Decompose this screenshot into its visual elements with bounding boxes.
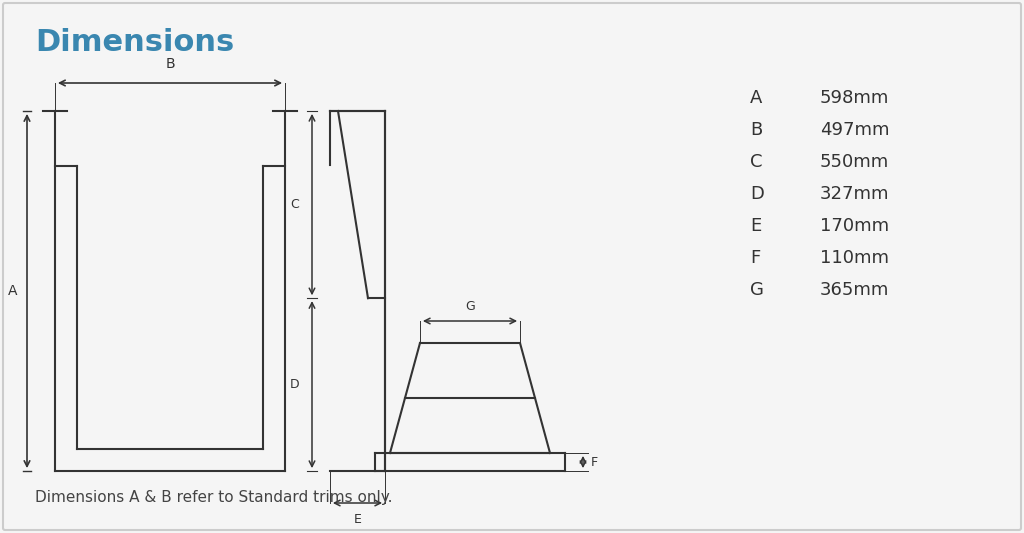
Text: B: B	[750, 121, 762, 139]
Text: 170mm: 170mm	[820, 217, 889, 235]
Text: C: C	[290, 198, 299, 211]
Text: G: G	[750, 281, 764, 299]
Text: D: D	[750, 185, 764, 203]
Text: Dimensions: Dimensions	[35, 28, 234, 57]
Text: B: B	[165, 57, 175, 71]
Text: A: A	[750, 89, 763, 107]
Text: F: F	[591, 456, 598, 469]
Text: 365mm: 365mm	[820, 281, 890, 299]
Text: Dimensions A & B refer to Standard trims only.: Dimensions A & B refer to Standard trims…	[35, 490, 392, 505]
Text: G: G	[465, 300, 475, 313]
Text: D: D	[290, 378, 299, 391]
Text: 497mm: 497mm	[820, 121, 890, 139]
Text: E: E	[353, 513, 361, 526]
Text: 327mm: 327mm	[820, 185, 890, 203]
Text: C: C	[750, 153, 763, 171]
Text: A: A	[8, 284, 17, 298]
Text: E: E	[750, 217, 761, 235]
FancyBboxPatch shape	[3, 3, 1021, 530]
Text: F: F	[750, 249, 760, 267]
Text: 550mm: 550mm	[820, 153, 889, 171]
Text: 598mm: 598mm	[820, 89, 890, 107]
Text: 110mm: 110mm	[820, 249, 889, 267]
